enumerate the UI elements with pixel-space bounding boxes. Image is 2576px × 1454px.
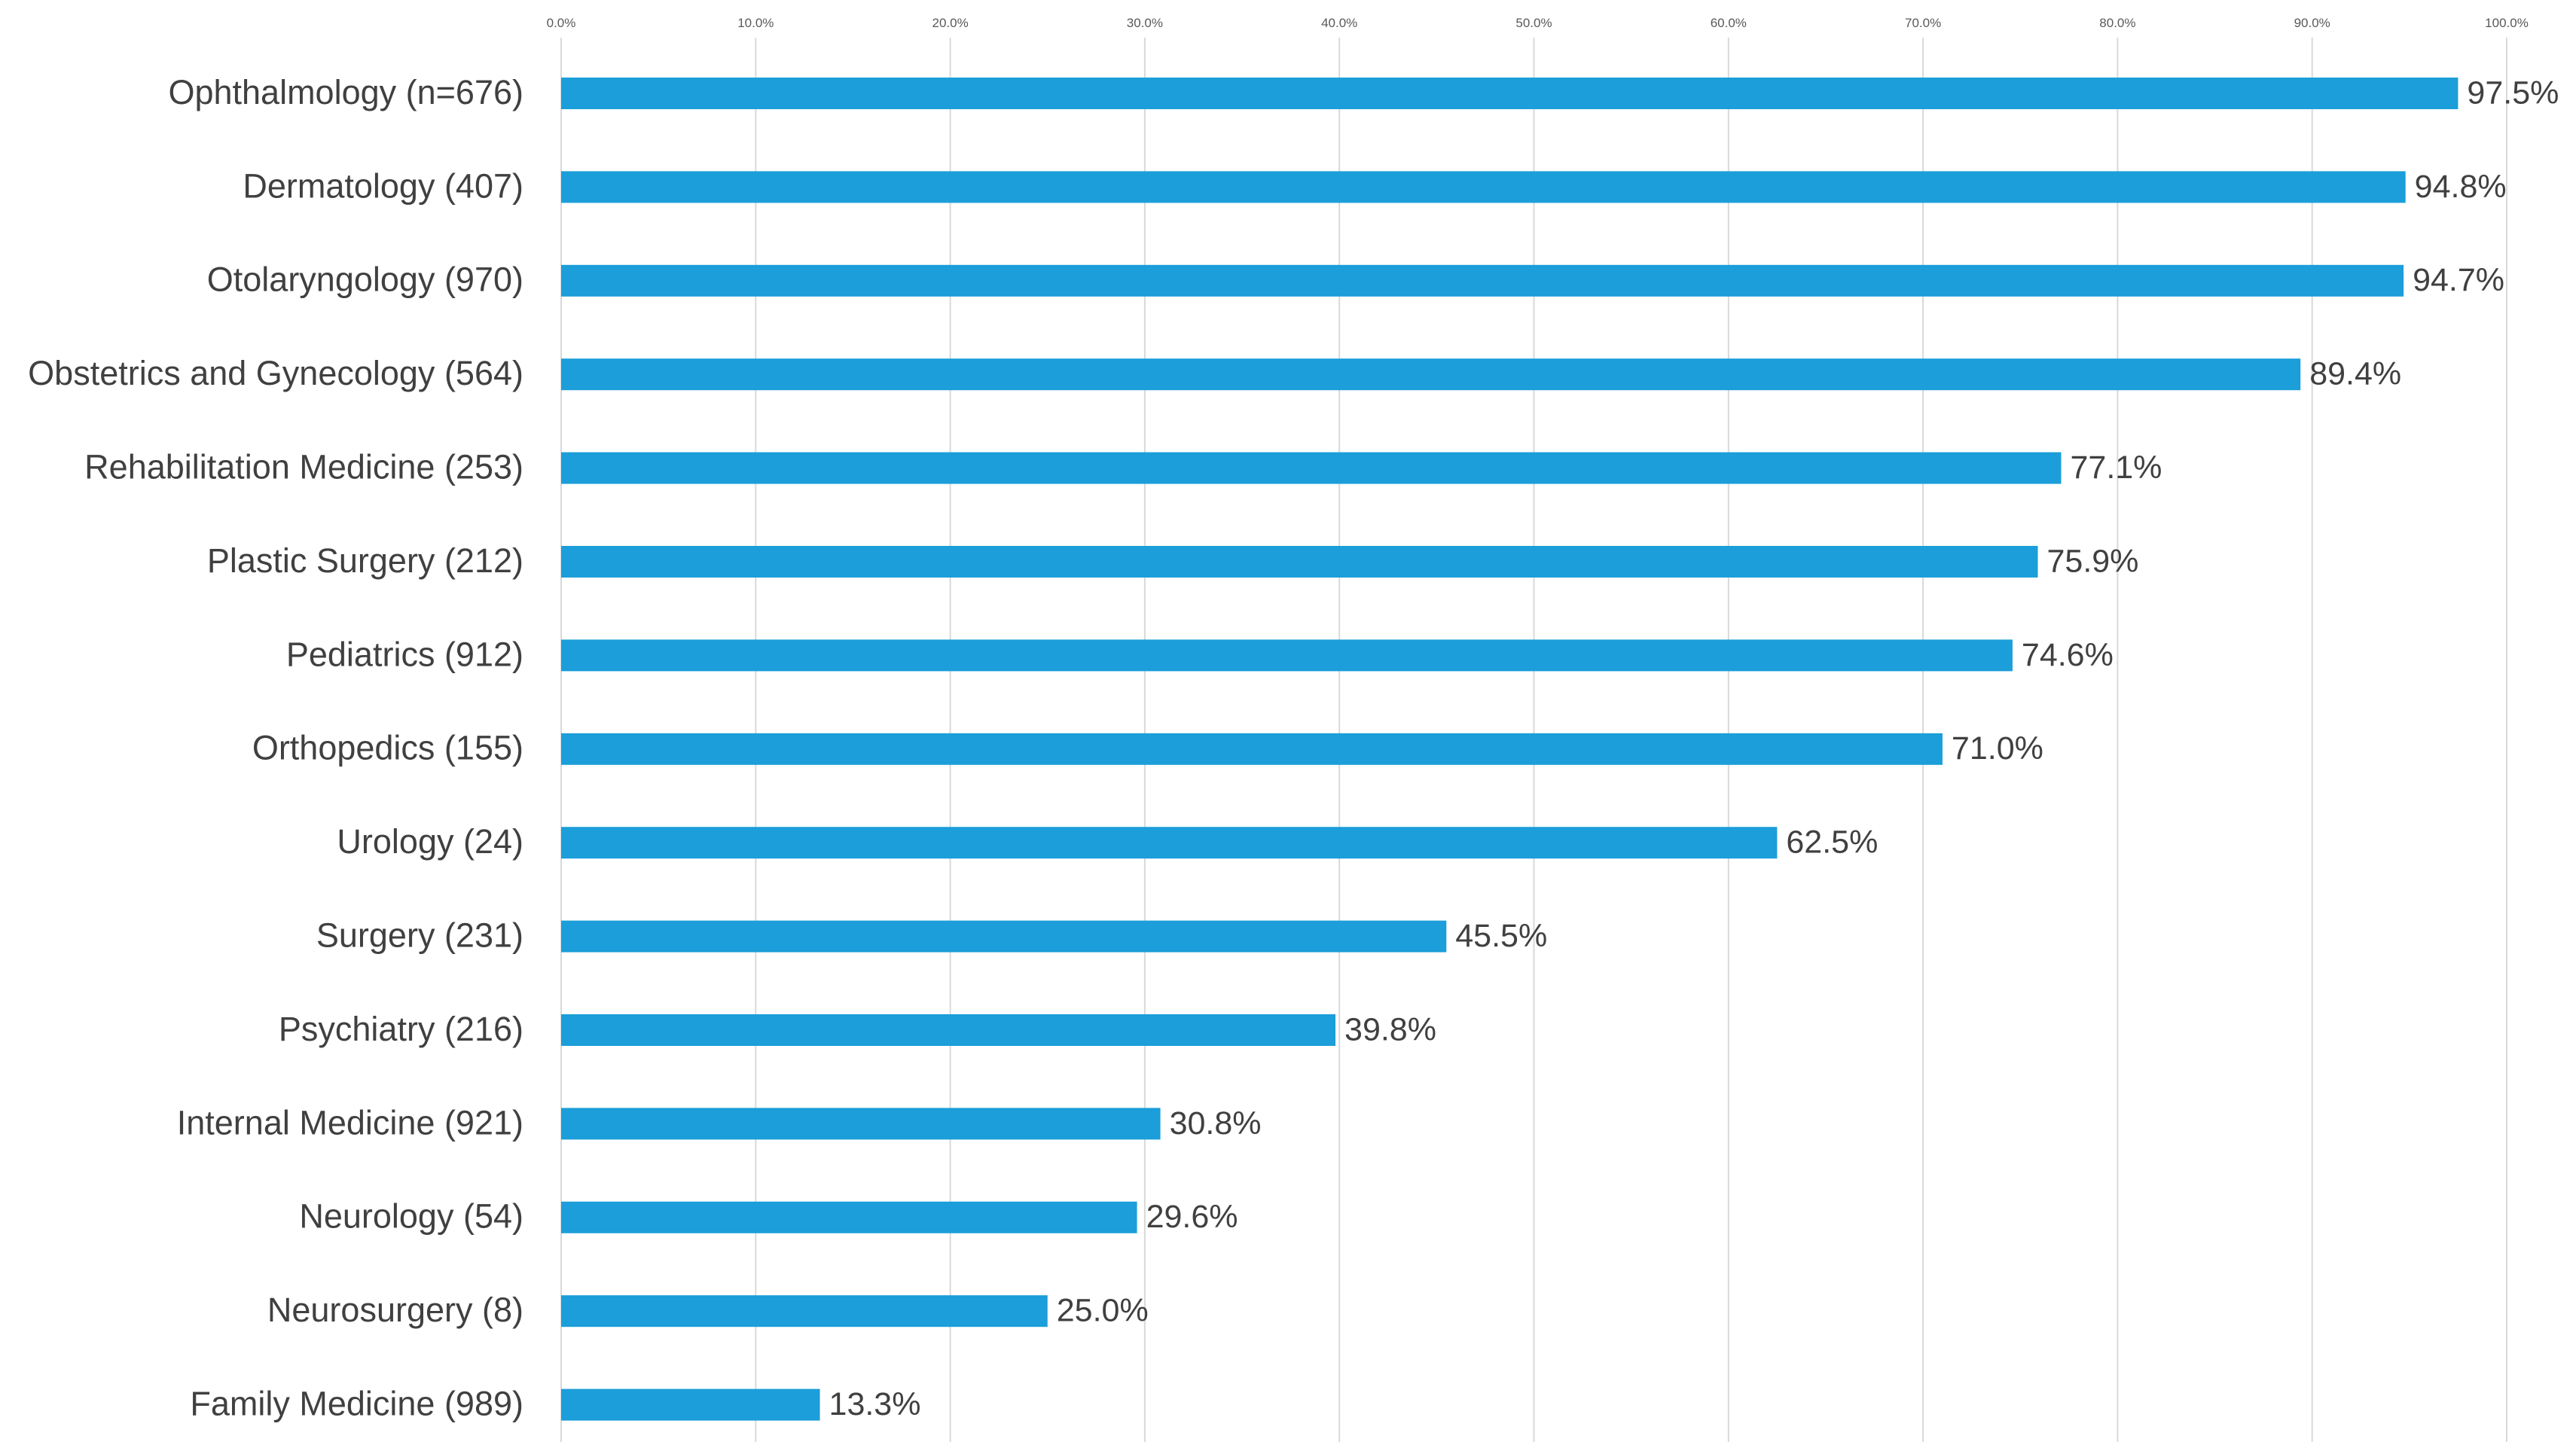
x-tick-label: 100.0%	[2485, 16, 2529, 30]
data-label: 39.8%	[1344, 1011, 1436, 1047]
category-label: Orthopedics (155)	[252, 729, 523, 767]
x-tick-label: 10.0%	[737, 16, 774, 30]
bar	[561, 1108, 1161, 1140]
bar	[561, 1295, 1048, 1327]
bar	[561, 78, 2458, 109]
bar	[561, 358, 2301, 391]
category-label: Neurosurgery (8)	[267, 1291, 523, 1329]
bar	[561, 733, 1943, 765]
bar	[561, 920, 1447, 953]
x-tick-label: 40.0%	[1321, 16, 1357, 30]
category-label: Family Medicine (989)	[190, 1384, 523, 1422]
category-label: Rehabilitation Medicine (253)	[84, 447, 523, 486]
data-label: 89.4%	[2309, 356, 2401, 392]
category-label: Ophthalmology (n=676)	[168, 73, 523, 111]
x-tick-label: 0.0%	[547, 16, 576, 30]
data-label: 94.7%	[2413, 262, 2504, 298]
bar	[561, 452, 2062, 484]
x-tick-label: 90.0%	[2294, 16, 2330, 30]
bar	[561, 1201, 1137, 1233]
bar	[561, 264, 2404, 297]
data-labels: 97.5% 94.8% 94.7% 89.4% 77.1% 75.9% 74.6% 71.0%…	[829, 75, 2559, 1422]
data-label: 71.0%	[1952, 730, 2043, 767]
data-label: 75.9%	[2046, 543, 2138, 579]
data-label: 74.6%	[2022, 637, 2114, 673]
bar	[561, 171, 2406, 203]
bars	[561, 78, 2458, 1421]
data-label: 45.5%	[1455, 918, 1547, 954]
x-tick-label: 20.0%	[932, 16, 968, 30]
category-label: Dermatology (407)	[243, 166, 523, 205]
category-label: Plastic Surgery (212)	[207, 541, 523, 580]
data-label: 25.0%	[1057, 1293, 1149, 1329]
data-label: 62.5%	[1786, 825, 1878, 861]
bar	[561, 827, 1778, 859]
x-axis-ticks: 0.0% 10.0% 20.0% 30.0% 40.0% 50.0% 60.0% 70.0% 8…	[547, 16, 2529, 30]
x-tick-label: 30.0%	[1127, 16, 1163, 30]
bar	[561, 1014, 1336, 1046]
data-label: 29.6%	[1146, 1199, 1238, 1235]
data-label: 30.8%	[1170, 1105, 1262, 1142]
data-label: 77.1%	[2070, 450, 2162, 486]
x-tick-label: 50.0%	[1515, 16, 1552, 30]
category-label: Psychiatry (216)	[279, 1010, 523, 1048]
bar	[561, 639, 2013, 672]
category-label: Internal Medicine (921)	[177, 1103, 523, 1142]
x-tick-label: 70.0%	[1905, 16, 1941, 30]
category-label: Neurology (54)	[299, 1197, 523, 1236]
category-label: Otolaryngology (970)	[207, 261, 523, 299]
bar	[561, 546, 2038, 578]
category-label: Urology (24)	[337, 822, 523, 861]
data-label: 94.8%	[2415, 169, 2507, 205]
data-label: 13.3%	[829, 1386, 921, 1422]
category-label: Surgery (231)	[316, 916, 523, 954]
x-tick-label: 60.0%	[1711, 16, 1747, 30]
bar	[561, 1388, 820, 1421]
category-label: Obstetrics and Gynecology (564)	[28, 354, 523, 392]
category-labels: Ophthalmology (n=676) Dermatology (407) Ot…	[28, 73, 523, 1423]
x-tick-label: 80.0%	[2099, 16, 2135, 30]
data-label: 97.5%	[2467, 75, 2559, 111]
category-label: Pediatrics (912)	[286, 635, 523, 673]
